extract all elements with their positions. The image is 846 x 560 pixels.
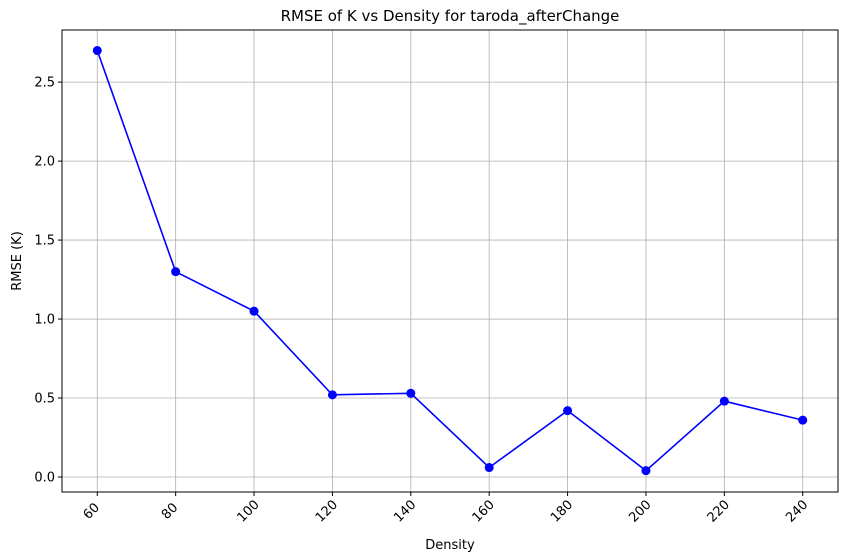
y-tick-label: 1.5 <box>34 234 55 249</box>
data-point <box>641 466 651 476</box>
grid <box>62 30 838 492</box>
data-point <box>171 267 181 277</box>
chart-title: RMSE of K vs Density for taroda_afterCha… <box>281 7 620 26</box>
y-tick-label: 2.0 <box>34 155 55 170</box>
y-axis-ticks: 0.0 0.5 1.0 1.5 2.0 2.5 <box>34 76 62 485</box>
data-point <box>327 390 337 400</box>
series-layer <box>92 46 808 476</box>
y-axis-label: RMSE (K) <box>10 231 25 291</box>
data-point <box>406 388 416 398</box>
series-line <box>96 50 803 472</box>
data-point <box>484 463 494 473</box>
x-axis-label: Density <box>425 538 475 553</box>
data-point <box>563 406 573 416</box>
y-tick-label: 2.5 <box>34 76 55 91</box>
y-tick-label: 1.0 <box>34 313 55 328</box>
data-point <box>249 306 259 316</box>
y-tick-label: 0.0 <box>34 470 55 485</box>
y-tick-label: 0.5 <box>34 392 55 407</box>
data-point <box>798 415 808 425</box>
data-point <box>719 396 729 406</box>
plot-frame <box>61 29 839 493</box>
data-point <box>92 46 102 56</box>
